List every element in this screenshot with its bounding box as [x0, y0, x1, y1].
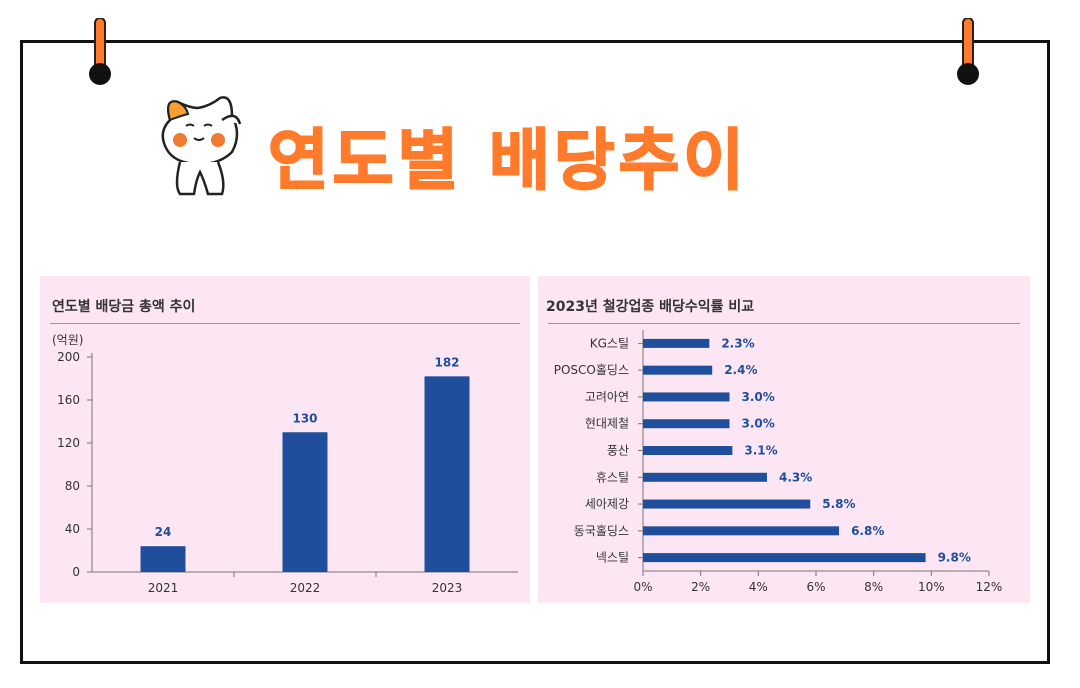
category-label: 고려아연 — [585, 390, 629, 404]
category-label: 휴스틸 — [596, 470, 629, 484]
category-label: 넥스틸 — [596, 551, 629, 565]
x-tick-label: 2022 — [290, 581, 321, 595]
category-label: 현대제철 — [585, 417, 629, 431]
data-label: 3.0% — [742, 390, 775, 404]
dividend-bar-chart: (억원) 0 40 80 120 160 200 24 2021 130 2022 182 2023 — [52, 333, 518, 595]
x-tick-label: 4% — [749, 580, 768, 594]
data-label: 9.8% — [938, 551, 971, 565]
bar — [643, 338, 710, 348]
left-pin-icon — [89, 18, 111, 85]
x-tick-label: 2023 — [432, 581, 463, 595]
data-label: 6.8% — [851, 524, 884, 538]
x-tick-label: 10% — [918, 580, 945, 594]
bar — [140, 546, 186, 572]
bar — [282, 432, 328, 572]
bar — [643, 392, 730, 402]
x-tick-label: 8% — [864, 580, 883, 594]
y-tick-label: 40 — [65, 522, 80, 536]
bar — [643, 365, 713, 375]
category-label: 세아제강 — [585, 497, 629, 511]
x-tick-label: 2% — [691, 580, 710, 594]
bar — [643, 526, 840, 536]
data-label: 2.4% — [724, 363, 757, 377]
y-tick-label: 0 — [72, 565, 80, 579]
data-label: 130 — [292, 411, 317, 425]
bar — [643, 446, 733, 455]
data-label: 5.8% — [822, 497, 855, 511]
title-divider — [50, 323, 520, 324]
category-label: 풍산 — [607, 444, 629, 458]
dividend-yield-chart: 0% 2% 4% 6% 8% 10% 12% 2.3% KG스틸 2.4% POSCO홀딩스 3.0%… — [554, 330, 1003, 594]
y-tick-label: 200 — [57, 350, 80, 364]
bar — [643, 499, 811, 509]
bar — [424, 376, 470, 572]
unit-label: (억원) — [52, 333, 83, 347]
category-label: KG스틸 — [590, 336, 629, 350]
title-divider — [548, 323, 1020, 324]
chart-title: 연도별 배당금 총액 추이 — [52, 299, 196, 315]
x-tick-label: 2021 — [148, 581, 179, 595]
x-tick-label: 0% — [633, 580, 652, 594]
category-label: POSCO홀딩스 — [554, 363, 629, 377]
x-tick-label: 12% — [976, 580, 1003, 594]
data-label: 2.3% — [721, 336, 754, 350]
chart-title: 2023년 철강업종 배당수익률 비교 — [546, 299, 755, 315]
data-label: 4.3% — [779, 470, 812, 484]
cat-mascot-icon — [161, 96, 242, 196]
dividend-total-panel: 연도별 배당금 총액 추이 (억원) 0 40 80 120 160 200 24 2021 13… — [40, 276, 530, 603]
x-tick-label: 6% — [806, 580, 825, 594]
category-label: 동국홀딩스 — [574, 524, 629, 538]
data-label: 3.1% — [744, 444, 777, 458]
data-label: 3.0% — [742, 417, 775, 431]
dividend-yield-panel: 2023년 철강업종 배당수익률 비교 0% 2% 4% 6% 8% 10% 12% 2.3%… — [538, 276, 1030, 603]
bar — [643, 419, 730, 429]
y-tick-label: 160 — [57, 393, 80, 407]
y-tick-label: 120 — [57, 436, 80, 450]
y-tick-label: 80 — [65, 479, 80, 493]
bar — [643, 472, 767, 482]
bar — [643, 553, 926, 563]
data-label: 182 — [434, 355, 459, 369]
right-pin-icon — [957, 18, 979, 85]
page-title: 연도별 배당추이 — [267, 121, 749, 200]
data-label: 24 — [155, 525, 172, 539]
